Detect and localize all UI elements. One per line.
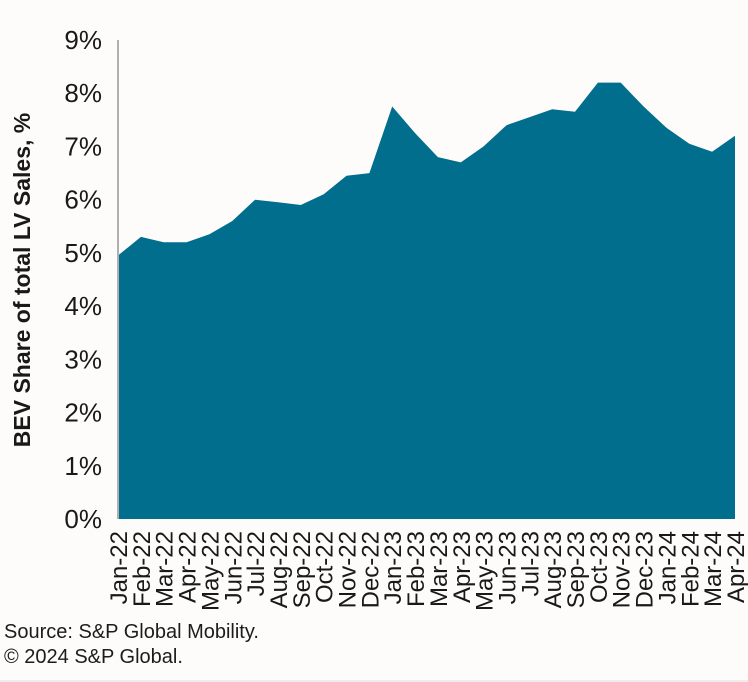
x-axis-tick-labels: Jan-22Feb-22Mar-22Apr-22May-22Jun-22Jul-… [106, 531, 748, 611]
x-axis-tick-label: Jun-22 [220, 531, 247, 604]
x-axis-tick-label: Apr-23 [449, 531, 476, 603]
x-axis-tick-label: Aug-22 [266, 531, 293, 608]
chart-footer: Source: S&P Global Mobility. © 2024 S&P … [4, 620, 744, 670]
x-axis-tick-label: Sep-23 [563, 531, 590, 608]
x-axis-tick-label: Jul-23 [517, 531, 544, 596]
y-axis-tick-label: 8% [64, 78, 102, 108]
x-axis-tick-label: Jan-24 [654, 531, 681, 604]
y-axis-tick-labels: 0% 1% 2% 3% 4% 5% 6% 7% 8% 9% [64, 25, 102, 534]
x-axis-tick-label: Mar-24 [700, 531, 727, 607]
x-axis-tick-label: Mar-23 [426, 531, 453, 607]
source-text: Source: S&P Global Mobility. [4, 621, 259, 643]
x-axis-tick-label: Jul-22 [243, 531, 270, 596]
x-axis-tick-label: May-23 [472, 531, 499, 611]
y-axis-tick-label: 6% [64, 185, 102, 215]
x-axis-tick-label: Dec-22 [357, 531, 384, 608]
x-axis-tick-label: Mar-22 [152, 531, 179, 607]
x-axis-tick-label: Jan-23 [380, 531, 407, 604]
copyright-text: © 2024 S&P Global. [4, 646, 183, 668]
x-axis-tick-label: Jan-22 [106, 531, 133, 604]
area-series [118, 82, 735, 519]
x-axis-tick-label: Dec-23 [632, 531, 659, 608]
x-axis-tick-label: Apr-24 [723, 531, 748, 603]
x-axis-tick-label: Feb-24 [677, 531, 704, 607]
y-axis-tick-label: 7% [64, 131, 102, 161]
x-axis-tick-label: Feb-23 [403, 531, 430, 607]
x-axis-tick-label: Sep-22 [289, 531, 316, 608]
x-axis-tick-label: Aug-23 [540, 531, 567, 608]
area-chart: 0%1%2%3%4%5%6%7%8%9% Jan-22Feb-22Mar-22A… [9, 25, 748, 611]
y-axis-tick-label: 2% [64, 398, 102, 428]
x-axis-tick-label: Oct-22 [312, 531, 339, 603]
x-axis-tick-label: Apr-22 [175, 531, 202, 603]
y-axis-tick-label: 3% [64, 344, 102, 374]
y-axis-title: BEV Share of total LV Sales, % [9, 113, 35, 447]
x-axis-tick-label: Jun-23 [495, 531, 522, 604]
x-axis-tick-label: Oct-23 [586, 531, 613, 603]
y-axis-tick-label: 9% [64, 25, 102, 55]
x-axis-tick-label: Nov-22 [335, 531, 362, 608]
x-axis-tick-label: May-22 [197, 531, 224, 611]
y-axis-tick-label: 5% [64, 238, 102, 268]
y-axis-tick-label: 1% [64, 451, 102, 481]
series-layer [118, 82, 735, 519]
x-axis-tick-label: Feb-22 [129, 531, 156, 607]
x-axis-tick-label: Nov-23 [609, 531, 636, 608]
y-axis-tick-label: 0% [64, 504, 102, 534]
y-axis-tick-label: 4% [64, 291, 102, 321]
